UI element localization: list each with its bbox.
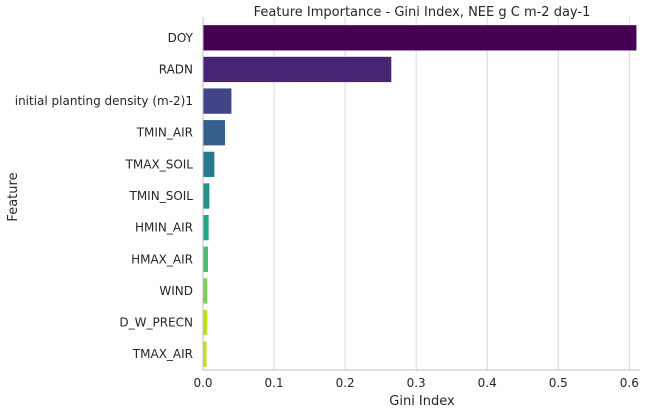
y-tick-label: TMAX_SOIL (125, 157, 194, 171)
x-tick-label: 0.1 (265, 376, 284, 390)
x-tick-label: 0.4 (478, 376, 497, 390)
y-tick-label: WIND (159, 284, 193, 298)
chart-title: Feature Importance - Gini Index, NEE g C… (254, 5, 591, 20)
bar (203, 151, 215, 178)
bar (203, 183, 210, 209)
x-tick-label: 0.2 (336, 376, 355, 390)
bar (203, 88, 232, 114)
y-tick-label: TMIN_SOIL (129, 189, 194, 203)
x-tick-label: 0.3 (407, 376, 426, 390)
bar (203, 25, 637, 51)
y-tick-label: initial planting density (m-2)1 (15, 94, 193, 108)
y-tick-label: D_W_PRECN (119, 316, 193, 330)
y-axis-label: Feature (6, 172, 21, 221)
x-tick-label: 0.6 (620, 376, 639, 390)
label-layer: 0.0 0.1 0.2 0.3 0.4 0.5 0.6 DOY RADN initial plan… (15, 31, 639, 390)
y-tick-label: HMIN_AIR (135, 221, 193, 235)
bar (203, 214, 209, 241)
y-tick-label: DOY (168, 31, 194, 45)
bar (203, 309, 208, 336)
bar (203, 56, 392, 83)
axis-layer (202, 17, 640, 371)
bar (203, 120, 226, 146)
bar (203, 278, 208, 304)
bar-layer (203, 25, 637, 367)
x-tick-label: 0.5 (549, 376, 568, 390)
bar (203, 341, 207, 367)
y-tick-label: TMIN_AIR (136, 126, 193, 140)
x-axis-label: Gini Index (389, 394, 455, 409)
y-tick-label: TMAX_AIR (132, 347, 193, 361)
x-tick-label: 0.0 (193, 376, 212, 390)
y-tick-label: RADN (159, 62, 193, 76)
y-tick-label: HMAX_AIR (131, 252, 193, 266)
bar (203, 246, 208, 272)
